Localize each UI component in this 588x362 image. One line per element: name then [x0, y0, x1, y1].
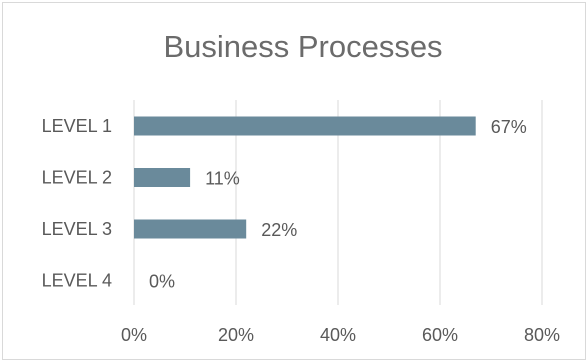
data-label: 67%: [491, 117, 527, 137]
chart-title: Business Processes: [163, 29, 442, 64]
data-label: 0%: [149, 272, 175, 292]
category-label: LEVEL 3: [42, 219, 112, 239]
category-label: LEVEL 4: [42, 271, 112, 291]
x-tick-label: 40%: [320, 325, 356, 345]
x-tick-label: 20%: [218, 325, 254, 345]
x-tick-label: 60%: [422, 325, 458, 345]
bar: [134, 168, 191, 187]
x-tick-label: 0%: [121, 325, 147, 345]
category-label: LEVEL 2: [42, 168, 112, 188]
category-label: LEVEL 1: [42, 116, 112, 136]
data-label: 11%: [205, 169, 240, 189]
bar: [134, 219, 247, 239]
x-tick-label: 80%: [524, 325, 560, 345]
data-label: 22%: [261, 220, 297, 240]
bar: [134, 116, 476, 136]
